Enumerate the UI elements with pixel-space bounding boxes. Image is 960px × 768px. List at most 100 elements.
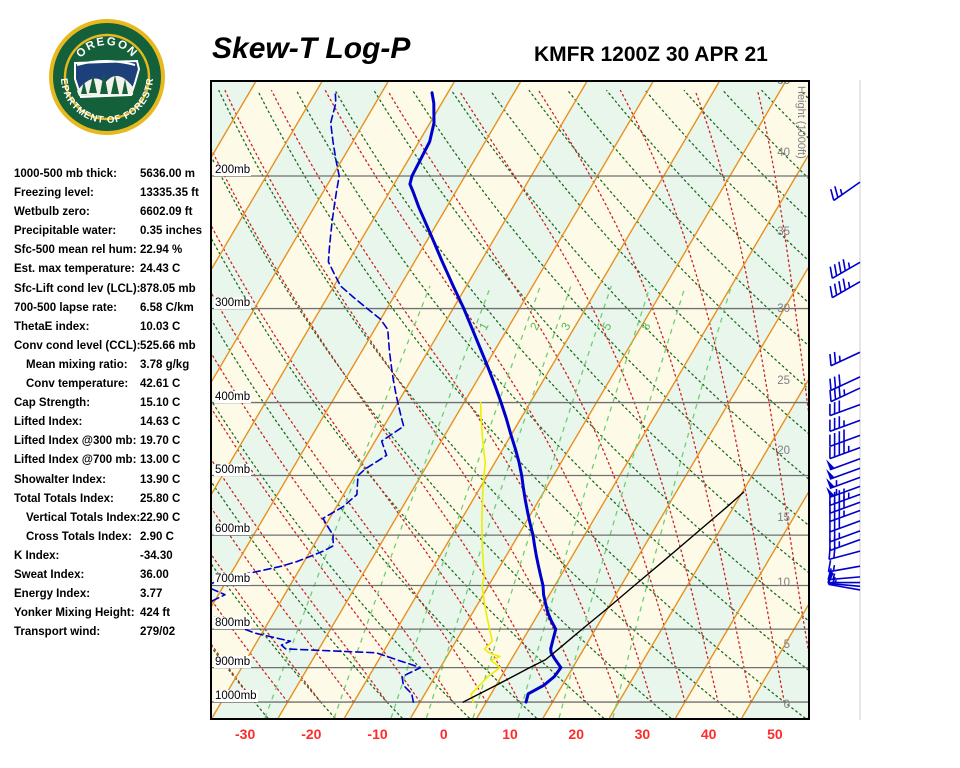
tree-group [81, 72, 128, 94]
pressure-label: 600mb [214, 523, 252, 536]
height-label: 20 [777, 445, 790, 458]
dry-adiabat [212, 319, 537, 718]
wind-barb-half [839, 188, 843, 195]
height-label: 30 [777, 302, 790, 315]
temperature-axis: -30 -20 -10 0 10 20 30 40 50 [210, 726, 810, 748]
stat-label: Conv cond level (CCL): [14, 339, 141, 352]
height-label: 35 [777, 226, 790, 239]
stat-value: 424 ft [140, 607, 171, 620]
height-label: 0 [783, 699, 790, 712]
oregon-department-of-forestry-seal-svg: OREGON DEPARTMENT OF FORESTRY [47, 17, 165, 135]
wind-barb [826, 458, 861, 471]
stat-value: 14.63 C [140, 416, 181, 429]
wind-barb-full [842, 278, 847, 291]
stat-label: Precipitable water: [14, 225, 117, 238]
stat-value: 525.66 mb [140, 339, 196, 352]
isotherm [741, 604, 808, 718]
stat-row: Transport wind: 279/02 [0, 626, 200, 645]
isotherm [212, 82, 455, 495]
wind-barb-full [842, 259, 847, 271]
wind-barb [829, 351, 861, 367]
isotherm [343, 82, 720, 718]
isotherm [277, 82, 654, 718]
band [344, 82, 786, 718]
stat-value: 36.00 [140, 568, 169, 581]
isotherm [674, 491, 808, 718]
wind-barb-full [834, 186, 839, 198]
stat-label: Sweat Index: [14, 568, 85, 581]
wind-barb [829, 441, 861, 460]
wind-barb-shaft [833, 181, 861, 202]
temperature-tick-label: -20 [301, 726, 322, 742]
wind-barb-full [838, 374, 841, 387]
wind-barb-pennant [826, 468, 835, 480]
stat-label: Yonker Mixing Height: [14, 607, 135, 620]
stat-row: Vertical Totals Index: 22.90 C [0, 512, 200, 531]
wind-barb [828, 579, 861, 591]
stat-label: Energy Index: [14, 588, 91, 601]
mixing-ratio-line [425, 285, 572, 718]
wind-barb-full [827, 568, 832, 580]
stat-label: Freezing level: [14, 187, 94, 200]
stat-label: Conv temperature: [26, 378, 129, 391]
moist-adiabat [694, 89, 808, 653]
stat-label: Sfc-Lift cond lev (LCL): [14, 282, 141, 295]
wind-barb [829, 400, 861, 417]
pressure-label: 500mb [214, 463, 252, 476]
stat-value: 5636.00 m [140, 168, 195, 180]
wind-barb-full [833, 387, 837, 400]
wind-barb-half [838, 355, 841, 362]
moist-adiabat [387, 89, 686, 703]
wind-barb-full [829, 389, 832, 402]
stat-value: 19.70 C [140, 435, 181, 448]
wind-barb-half [832, 579, 838, 586]
stat-row: Wetbulb zero: 6602.09 ft [0, 206, 200, 225]
wind-barb [829, 374, 861, 392]
agency-logo: OREGON DEPARTMENT OF FORESTRY [47, 17, 167, 137]
series-parcel-line [462, 491, 745, 703]
stat-row: Sweat Index: 36.00 [0, 569, 200, 588]
isotherm [410, 82, 786, 718]
stat-value: 3.78 g/kg [140, 358, 190, 371]
wind-barb-full [827, 560, 832, 572]
stat-row: 1000-500 mb thick: 5636.00 m [0, 168, 200, 187]
wind-barb [829, 259, 861, 279]
wind-barb-full [829, 378, 832, 391]
wind-barb [829, 181, 861, 202]
moist-adiabat [212, 149, 554, 703]
stat-row: Cross Totals Index: 2.90 C [0, 531, 200, 550]
stat-row: Conv cond level (CCL): 525.66 mb [0, 340, 200, 359]
temperature-tick-label: 50 [767, 726, 783, 742]
stat-row: K Index: -34.30 [0, 550, 200, 569]
pressure-label: 900mb [214, 655, 252, 668]
pressure-label: 800mb [214, 617, 252, 630]
moist-adiabat [212, 408, 421, 703]
stat-value: 6602.09 ft [140, 206, 193, 219]
stat-label: 1000-500 mb thick: [14, 168, 117, 180]
pressure-label: 1000mb [214, 690, 258, 703]
stat-row: Mean mixing ratio: 3.78 g/kg [0, 359, 200, 378]
stat-label: Cap Strength: [14, 397, 91, 410]
stat-row: Precipitable water: 0.35 inches [0, 225, 202, 244]
moist-adiabat [212, 225, 521, 703]
stat-label: Lifted Index @300 mb: [14, 435, 137, 448]
stat-value: 13.00 C [140, 454, 181, 467]
wind-barb-full [833, 376, 837, 389]
wind-barb [829, 385, 861, 403]
wind-barb-pennant [826, 459, 835, 470]
wind-barb-half [843, 389, 846, 396]
stat-value: 25.80 C [140, 492, 181, 505]
temperature-tick-label: 30 [634, 726, 651, 742]
wind-barb-pennant [826, 478, 835, 489]
stat-value: 878.05 mb [140, 282, 196, 295]
stat-label: Lifted Index @700 mb: [14, 454, 137, 467]
stat-row: Est. max temperature: 24.43 C [0, 263, 200, 282]
wind-barb-half [832, 565, 836, 572]
wind-barb-full [838, 385, 841, 398]
wind-barb-full [833, 351, 837, 364]
stat-label: Wetbulb zero: [14, 206, 90, 219]
wind-barb [827, 560, 861, 573]
wind-barb-svg [826, 80, 861, 720]
stat-row: Conv temperature: 42.61 C [0, 378, 200, 397]
wind-barb [826, 476, 861, 490]
